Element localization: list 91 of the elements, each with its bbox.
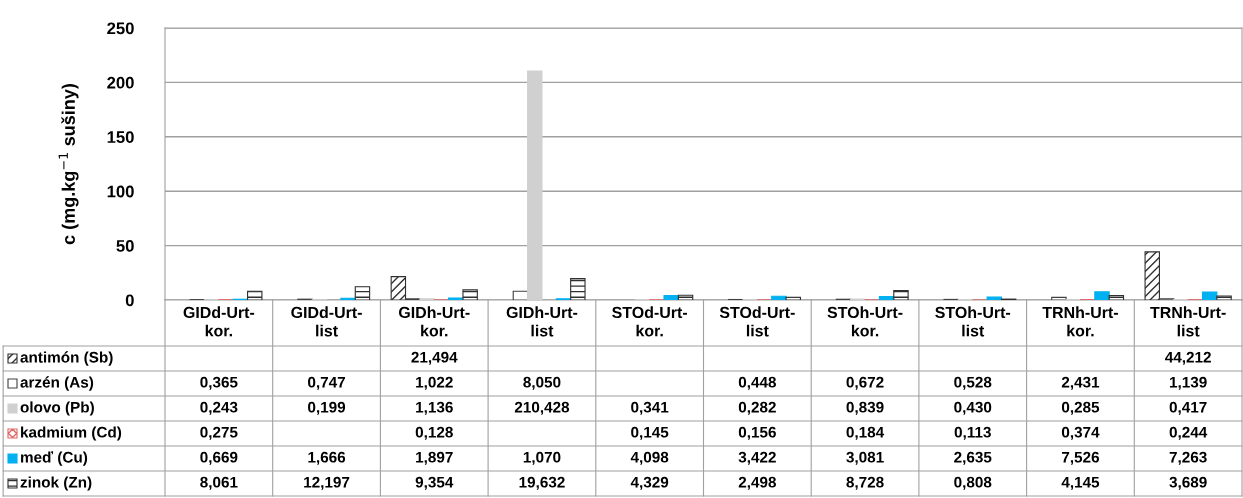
data-label: 0,199 — [308, 401, 346, 415]
data-label: 12,197 — [304, 476, 350, 490]
x-tick-label: GIDd-Urt-list — [291, 306, 362, 337]
x-tick-label: GIDd-Urt-kor. — [183, 306, 255, 337]
data-label: 2,431 — [1061, 376, 1100, 390]
bar — [1144, 251, 1160, 300]
x-tick-label: GIDh-Urt-list — [506, 306, 578, 337]
data-label: 1,022 — [416, 376, 453, 390]
bar — [462, 289, 478, 300]
data-label: 19,632 — [519, 476, 565, 490]
bar — [1201, 291, 1218, 300]
x-tick-label: TRNh-Urt-list — [1150, 306, 1226, 337]
data-label: 0,528 — [954, 376, 992, 390]
y-tick-label: 200 — [107, 76, 134, 89]
data-label: 9,354 — [415, 476, 454, 490]
bar — [354, 286, 371, 300]
data-label: 2,498 — [738, 476, 776, 490]
data-label: 0,365 — [200, 376, 238, 390]
data-label: 1,666 — [308, 451, 346, 465]
y-axis-title: c (mg.kg$^{−1}$ sušiny) — [58, 84, 79, 245]
data-label: 0,156 — [738, 426, 776, 440]
legend-label: zinok (Zn) — [20, 476, 92, 491]
data-label: 4,145 — [1061, 476, 1100, 490]
data-label: 0,244 — [1169, 426, 1208, 440]
bar — [448, 297, 464, 300]
y-tick-label: 250 — [107, 22, 134, 35]
data-label: 4,098 — [630, 451, 669, 465]
data-label: 21,494 — [411, 351, 458, 365]
legend-label: kadmium (Cd) — [21, 426, 122, 441]
data-label: 7,263 — [1169, 451, 1207, 465]
bar — [1051, 296, 1067, 300]
data-label: 0,341 — [631, 401, 669, 415]
data-label: 0,808 — [954, 476, 992, 490]
bar — [247, 290, 263, 300]
y-tick-label: 50 — [116, 240, 134, 252]
bar — [1216, 295, 1232, 300]
bar — [878, 296, 895, 300]
data-label: 0,672 — [846, 376, 884, 390]
data-label: 0,747 — [308, 376, 345, 390]
data-label: 3,081 — [846, 451, 884, 465]
bar — [893, 289, 909, 300]
data-label: 0,128 — [415, 426, 453, 440]
bar — [663, 294, 679, 300]
data-label: 0,243 — [200, 401, 238, 415]
data-label: 44,212 — [1165, 351, 1211, 365]
legend-label: antimón (Sb) — [20, 351, 113, 366]
data-label: 0,282 — [738, 401, 776, 415]
data-label: 0,417 — [1169, 401, 1207, 415]
y-tick-label: 100 — [107, 185, 134, 198]
data-label: 0,285 — [1061, 401, 1100, 415]
bar — [785, 296, 801, 300]
data-label: 0,145 — [631, 426, 669, 440]
data-label: 8,061 — [200, 476, 238, 490]
data-label: 0,184 — [846, 426, 885, 440]
x-tick-label: GIDh-Urt-kor. — [398, 306, 470, 337]
data-label: 0,374 — [1061, 426, 1100, 440]
data-label: 0,275 — [200, 426, 238, 440]
bar — [527, 70, 543, 300]
data-label: 3,689 — [1169, 476, 1207, 490]
bar — [1108, 294, 1125, 300]
bar — [677, 294, 694, 300]
data-label: 8,050 — [523, 376, 561, 390]
data-label: 4,329 — [630, 476, 669, 490]
data-label: 1,136 — [416, 401, 453, 415]
data-label: 210,428 — [514, 401, 570, 415]
data-label: 0,430 — [954, 401, 992, 415]
data-label: 1,897 — [416, 451, 453, 465]
y-tick-label: 150 — [107, 131, 134, 143]
data-label: 3,422 — [738, 451, 776, 465]
bar — [1094, 291, 1110, 300]
data-label: 7,526 — [1061, 451, 1100, 465]
data-label: 0,839 — [846, 401, 884, 415]
data-label: 0,669 — [200, 451, 238, 465]
legend-label: olovo (Pb) — [20, 401, 94, 416]
data-label: 8,728 — [846, 476, 884, 490]
data-label: 1,139 — [1170, 376, 1207, 390]
data-label: 2,635 — [954, 451, 992, 465]
legend-label: arzén (As) — [20, 376, 94, 391]
bar — [570, 278, 586, 300]
x-tick-label: TRNh-Urt-kor. — [1042, 306, 1118, 337]
legend-label: meď (Cu) — [21, 451, 88, 466]
data-label: 0,448 — [738, 376, 776, 390]
data-label: 0,113 — [954, 426, 991, 440]
x-tick-label: STOd-Urt-kor. — [612, 306, 688, 337]
bar — [390, 276, 407, 300]
x-tick-label: STOh-Urt-list — [935, 306, 1011, 337]
y-tick-label: 0 — [125, 294, 134, 307]
x-tick-label: STOd-Urt-list — [719, 306, 795, 337]
bar — [986, 296, 1003, 300]
data-label: 1,070 — [523, 451, 561, 465]
x-tick-label: STOh-Urt-kor. — [827, 306, 903, 337]
